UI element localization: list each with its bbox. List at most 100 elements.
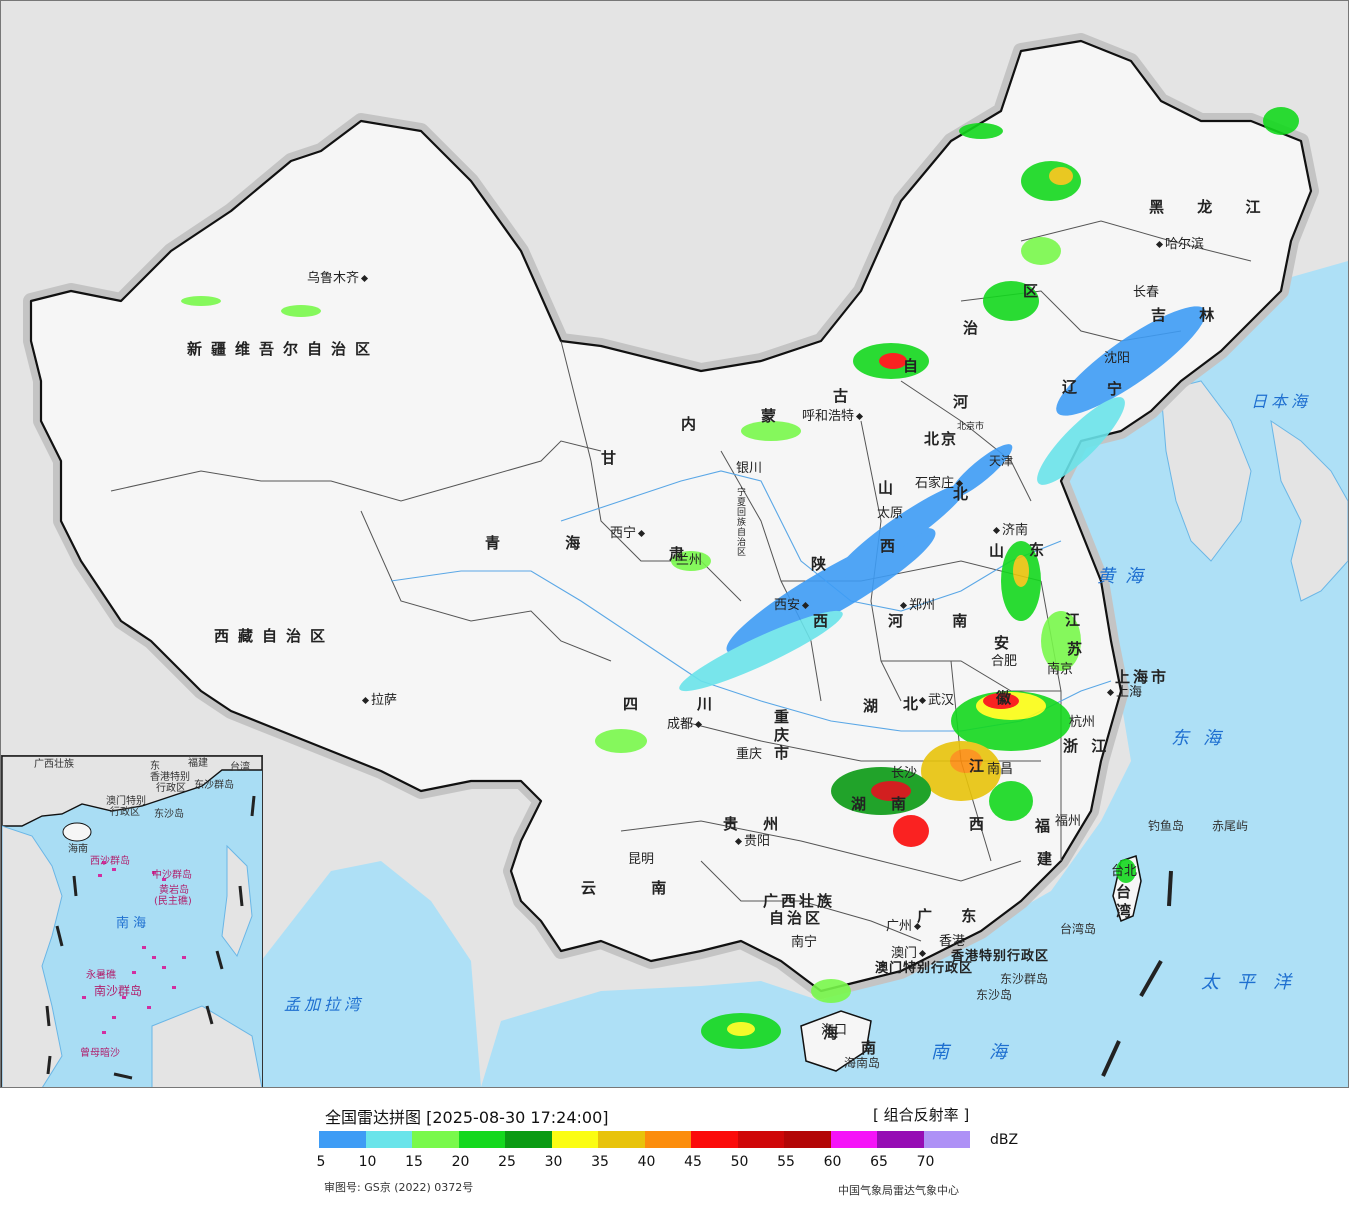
city-haerbin: 哈尔滨 <box>1154 237 1204 253</box>
province-label-xinjiang: 新疆维吾尔自治区 <box>187 340 380 358</box>
province-label-beijing: 北京 <box>924 430 959 448</box>
bay-of-bengal <box>261 861 481 1087</box>
city-shenyang: 沈阳 <box>1104 351 1131 366</box>
province-label-neimenggu-1: 内 <box>681 415 706 433</box>
legend-tick-20: 20 <box>451 1154 470 1170</box>
city-wuhan: 武汉 <box>917 693 954 709</box>
city-nanchang: 南昌 <box>987 762 1014 777</box>
city-aomen: 澳门 <box>891 946 928 962</box>
inset-label-nansha: 南沙群岛 <box>94 984 143 998</box>
sea-mengjiala-wan: 孟加拉湾 <box>284 995 365 1014</box>
sea-riben-hai: 日本海 <box>1251 392 1312 411</box>
city-chengdu: 成都 <box>667 717 704 733</box>
city-zhengzhou: 郑州 <box>898 598 935 614</box>
city-shijiazhuang: 石家庄 <box>915 476 965 492</box>
city-hefei: 合肥 <box>991 654 1018 669</box>
inset-label-macau2: 行政区 <box>110 807 140 818</box>
legend-tick-35: 35 <box>591 1154 609 1170</box>
province-label-shaanxi-1: 陕 <box>811 555 836 573</box>
province-label-gansu-2: 肃 <box>669 545 694 563</box>
legend-tick-65: 65 <box>870 1154 888 1170</box>
province-label-ningxia: 宁夏回族自治区 <box>737 488 747 558</box>
province-label-fujian-1: 福 <box>1035 817 1060 835</box>
city-xining: 西宁 <box>610 526 647 542</box>
legend-tick-55: 55 <box>777 1154 795 1170</box>
inset-label-guangdong: 东 <box>150 761 160 772</box>
legend-color-15 <box>412 1131 459 1148</box>
province-label-hebei-2: 北 <box>953 485 978 503</box>
legend-tick-5: 5 <box>316 1154 326 1170</box>
inset-label-zhongsha: 中沙群岛 <box>152 870 192 881</box>
inset-borneo <box>151 1005 262 1087</box>
inset-label-dongsha: 东沙群岛 <box>194 780 234 791</box>
city-kunming: 昆明 <box>628 852 655 867</box>
maritime-dashes <box>1101 870 1173 1077</box>
province-label-sichuan-1: 四 <box>623 695 648 713</box>
legend-color-40 <box>644 1131 691 1148</box>
province-label-hunan-1: 湖 <box>851 795 876 813</box>
sea-taiping-yang: 太平洋 <box>1201 972 1309 993</box>
legend-tick-70: 70 <box>916 1154 935 1170</box>
province-label-neimenggu-6: 区 <box>1023 282 1048 300</box>
province-label-taiwan-1: 台 <box>1116 883 1141 901</box>
province-label-shandong-1: 山 <box>989 542 1014 560</box>
city-guangzhou: 广州 <box>886 919 923 935</box>
inset-label-hk: 香港特别 <box>150 772 190 783</box>
city-jinan: 济南 <box>991 523 1028 539</box>
province-label-shanxi-1: 山 <box>878 479 903 497</box>
island-dongsha-qundao: 东沙群岛 <box>1000 972 1049 986</box>
province-label-shanxi-2: 西 <box>880 537 905 555</box>
province-label-taiwan-2: 湾 <box>1116 902 1141 920</box>
city-guiyang: 贵阳 <box>733 834 770 850</box>
inset-canvas <box>2 756 262 1087</box>
island-taiwan-island: 台湾岛 <box>1060 922 1097 936</box>
sea-huang-hai: 黄海 <box>1097 566 1153 587</box>
province-label-aomen: 澳门特别行政区 <box>875 961 974 976</box>
city-nanjing: 南京 <box>1047 662 1074 677</box>
legend-product: [ 组合反射率 ] <box>873 1106 970 1124</box>
city-lanzhou: 兰州 <box>676 553 703 568</box>
province-label-hebei-1: 河 <box>953 393 978 411</box>
inset-label-dongshadao: 东沙岛 <box>154 809 184 820</box>
legend-unit: dBZ <box>990 1132 1019 1148</box>
island-diaoyu: 钓鱼岛 <box>1148 819 1185 833</box>
province-label-neimenggu-2: 蒙 <box>761 407 786 425</box>
legend-tick-45: 45 <box>684 1154 702 1170</box>
inset-hainan <box>62 822 92 842</box>
island-chiwei: 赤尾屿 <box>1212 819 1249 833</box>
island-dongsha-dao: 东沙岛 <box>976 988 1013 1002</box>
city-taiyuan: 太原 <box>877 506 904 521</box>
legend-credit: 中国气象局雷达气象中心 <box>838 1184 959 1197</box>
inset-indochina <box>2 825 63 1087</box>
province-label-jiangxi-1: 江 <box>969 757 994 775</box>
legend-tick-50: 50 <box>730 1154 749 1170</box>
radar-echoes <box>181 107 1299 1049</box>
province-label-jiangsu-2: 苏 <box>1067 640 1092 658</box>
inset-label-hk2: 行政区 <box>156 783 186 794</box>
inset-land <box>2 756 262 827</box>
city-huhehaote: 呼和浩特 <box>802 409 865 425</box>
city-xian: 西安 <box>774 598 811 614</box>
province-label-zhejiang: 浙 江 <box>1063 737 1111 755</box>
city-shanghai: 上海 <box>1105 685 1142 701</box>
inset-label-yongshu: 永暑礁 <box>86 970 116 981</box>
legend-title: 全国雷达拼图 [2025-08-30 17:24:00] <box>325 1108 609 1127</box>
legend-color-10 <box>365 1131 412 1148</box>
city-taibei: 台北 <box>1111 864 1138 879</box>
province-label-neimenggu-5: 治 <box>963 319 988 337</box>
province-label-yunnan: 云 南 <box>581 879 692 897</box>
legend-tick-10: 10 <box>358 1154 377 1170</box>
inset-label-minzhu: (民主礁) <box>154 896 192 907</box>
sea-dong-hai: 东海 <box>1171 728 1235 749</box>
city-haikou: 海口 <box>821 1023 848 1038</box>
province-label-anhui-1: 安 <box>994 634 1019 652</box>
city-hongkong: 香港 <box>939 934 966 949</box>
province-label-jilin: 吉 林 <box>1151 306 1229 324</box>
legend-approval-number: 审图号: GS京 (2022) 0372号 <box>324 1181 474 1194</box>
legend-color-70 <box>923 1131 970 1148</box>
province-label-neimenggu-4: 自 <box>903 357 928 375</box>
province-label-guangxi-2: 自治区 <box>769 909 824 927</box>
province-label-shaanxi-2: 西 <box>813 612 838 630</box>
province-label-guangxi-1: 广西壮族 <box>763 892 836 910</box>
inset-label-xisha: 西沙群岛 <box>90 856 130 867</box>
